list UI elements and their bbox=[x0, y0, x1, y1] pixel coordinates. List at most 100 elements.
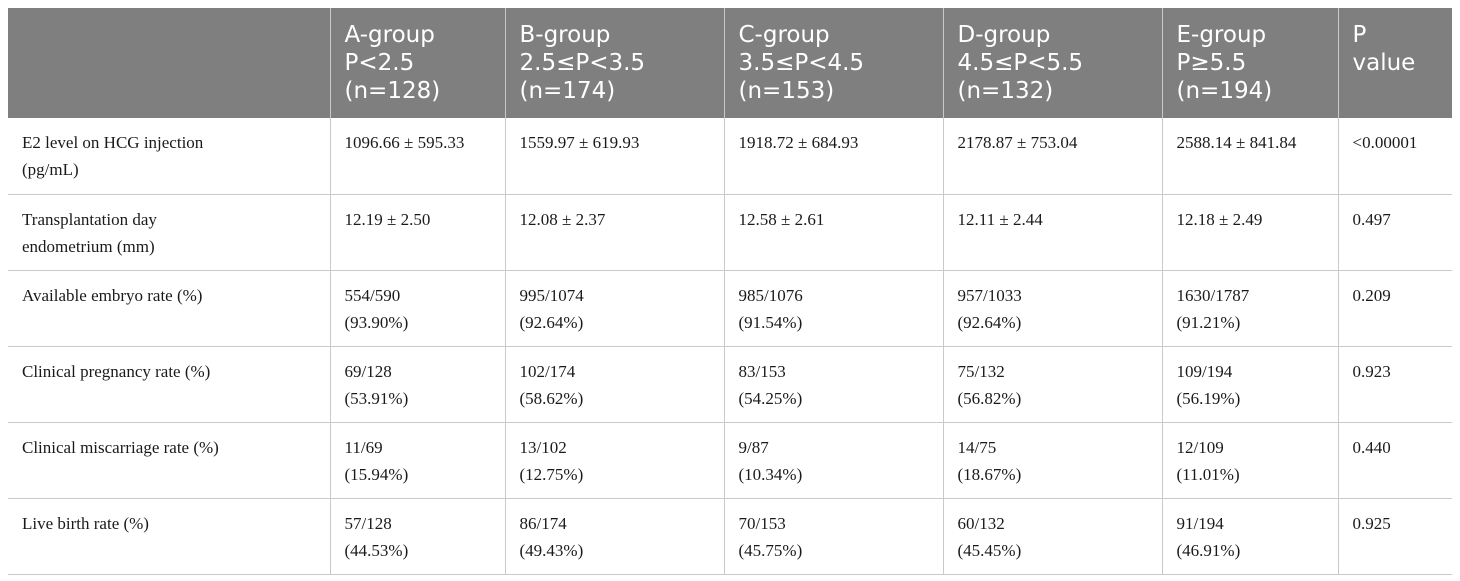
table-cell: 1559.97 ± 619.93 bbox=[504, 118, 724, 195]
table-cell: 2178.87 ± 753.04 bbox=[942, 118, 1162, 195]
cell-line: 12.08 ± 2.37 bbox=[519, 209, 606, 229]
table-row: Live birth rate (%) 57/128 (44.53%) 86/1… bbox=[8, 498, 1452, 575]
row-label-line: Transplantation day bbox=[22, 209, 157, 229]
cell-line: (58.62%) bbox=[519, 388, 584, 408]
p-value-cell: 0.923 bbox=[1337, 346, 1452, 423]
cell-line: 12.19 ± 2.50 bbox=[344, 209, 431, 229]
row-label-line: E2 level on HCG injection bbox=[22, 133, 204, 152]
cell-line: 995/1074 bbox=[519, 285, 584, 305]
p-value-cell: 0.925 bbox=[1337, 498, 1452, 575]
header-line: P≥5.5 bbox=[1176, 50, 1247, 76]
header-line: (n=174) bbox=[519, 78, 616, 104]
table-cell: 83/153 (54.25%) bbox=[723, 346, 943, 423]
header-line: B-group bbox=[519, 22, 611, 48]
cell-line: (54.25%) bbox=[738, 388, 803, 408]
cell-line: 1918.72 ± 684.93 bbox=[738, 133, 859, 152]
table-cell: 109/194 (56.19%) bbox=[1161, 346, 1338, 423]
cell-line: (56.82%) bbox=[957, 388, 1022, 408]
table-cell: 60/132 (45.45%) bbox=[942, 498, 1162, 575]
table-row: Available embryo rate (%) 554/590 (93.90… bbox=[8, 270, 1452, 347]
table-cell: 1630/1787 (91.21%) bbox=[1161, 270, 1338, 347]
cell-line: (45.75%) bbox=[738, 540, 803, 560]
row-label: Transplantation day endometrium (mm) bbox=[8, 194, 330, 271]
cell-line: 69/128 bbox=[344, 361, 392, 381]
cell-line: 1559.97 ± 619.93 bbox=[519, 133, 640, 152]
cell-line: 11/69 bbox=[344, 437, 383, 457]
table-cell: 12.19 ± 2.50 bbox=[329, 194, 505, 271]
row-label-line: endometrium (mm) bbox=[22, 236, 155, 256]
row-label: Available embryo rate (%) bbox=[8, 270, 330, 347]
table-row: E2 level on HCG injection (pg/mL) 1096.6… bbox=[8, 118, 1452, 195]
table-row: Clinical miscarriage rate (%) 11/69 (15.… bbox=[8, 422, 1452, 499]
header-row: A-group P<2.5 (n=128) B-group 2.5≤P<3.5 … bbox=[8, 8, 1452, 118]
cell-line: 102/174 bbox=[519, 361, 576, 381]
cell-line: 12.11 ± 2.44 bbox=[957, 209, 1043, 229]
cell-line: 957/1033 bbox=[957, 285, 1022, 305]
header-line: P bbox=[1352, 22, 1367, 48]
table-cell: 995/1074 (92.64%) bbox=[504, 270, 724, 347]
cell-line: 91/194 bbox=[1176, 513, 1224, 533]
p-value-cell: 0.497 bbox=[1337, 194, 1452, 271]
table-cell: 86/174 (49.43%) bbox=[504, 498, 724, 575]
cell-line: (15.94%) bbox=[344, 464, 409, 484]
cell-line: (18.67%) bbox=[957, 464, 1022, 484]
cell-line: (45.45%) bbox=[957, 540, 1022, 560]
cell-line: 0.440 bbox=[1352, 437, 1391, 457]
header-line: E-group bbox=[1176, 22, 1267, 48]
cell-line: (11.01%) bbox=[1176, 464, 1240, 484]
cell-line: 985/1076 bbox=[738, 285, 803, 305]
table-cell: 985/1076 (91.54%) bbox=[723, 270, 943, 347]
cell-line: (12.75%) bbox=[519, 464, 584, 484]
header-line: 2.5≤P<3.5 bbox=[519, 50, 646, 76]
cell-line: 70/153 bbox=[738, 513, 786, 533]
cell-line: (92.64%) bbox=[519, 312, 584, 332]
header-line: P<2.5 bbox=[344, 50, 415, 76]
header-cell-e-group: E-group P≥5.5 (n=194) bbox=[1161, 8, 1338, 118]
cell-line: 83/153 bbox=[738, 361, 786, 381]
table-cell: 1918.72 ± 684.93 bbox=[723, 118, 943, 195]
header-cell-a-group: A-group P<2.5 (n=128) bbox=[329, 8, 505, 118]
header-line: value bbox=[1352, 50, 1416, 76]
header-cell-empty bbox=[8, 8, 330, 118]
header-line: (n=194) bbox=[1176, 78, 1273, 104]
header-line: A-group bbox=[344, 22, 435, 48]
cell-line: (92.64%) bbox=[957, 312, 1022, 332]
cell-line: (10.34%) bbox=[738, 464, 803, 484]
header-line: D-group bbox=[957, 22, 1051, 48]
row-label: E2 level on HCG injection (pg/mL) bbox=[8, 118, 330, 195]
table-cell: 12.18 ± 2.49 bbox=[1161, 194, 1338, 271]
row-label-line: Clinical pregnancy rate (%) bbox=[22, 361, 211, 381]
cell-line: 60/132 bbox=[957, 513, 1005, 533]
table-cell: 69/128 (53.91%) bbox=[329, 346, 505, 423]
header-line: 4.5≤P<5.5 bbox=[957, 50, 1084, 76]
table-cell: 554/590 (93.90%) bbox=[329, 270, 505, 347]
table-cell: 75/132 (56.82%) bbox=[942, 346, 1162, 423]
row-label: Clinical pregnancy rate (%) bbox=[8, 346, 330, 423]
cell-line: (53.91%) bbox=[344, 388, 409, 408]
row-label: Live birth rate (%) bbox=[8, 498, 330, 575]
cell-line: (56.19%) bbox=[1176, 388, 1241, 408]
cell-line: 75/132 bbox=[957, 361, 1005, 381]
cell-line: 0.497 bbox=[1352, 209, 1391, 229]
row-label-line: Live birth rate (%) bbox=[22, 513, 149, 533]
table-cell: 12.08 ± 2.37 bbox=[504, 194, 724, 271]
header-line: (n=128) bbox=[344, 78, 441, 104]
table-cell: 9/87 (10.34%) bbox=[723, 422, 943, 499]
header-line: 3.5≤P<4.5 bbox=[738, 50, 865, 76]
cell-line: 554/590 bbox=[344, 285, 401, 305]
table-cell: 11/69 (15.94%) bbox=[329, 422, 505, 499]
table-cell: 957/1033 (92.64%) bbox=[942, 270, 1162, 347]
table-cell: 102/174 (58.62%) bbox=[504, 346, 724, 423]
cell-line: 0.925 bbox=[1352, 513, 1391, 533]
table-cell: 91/194 (46.91%) bbox=[1161, 498, 1338, 575]
cell-line: (93.90%) bbox=[344, 312, 409, 332]
cell-line: 12/109 bbox=[1176, 437, 1224, 457]
table-cell: 12.58 ± 2.61 bbox=[723, 194, 943, 271]
cell-line: 14/75 bbox=[957, 437, 997, 457]
header-cell-c-group: C-group 3.5≤P<4.5 (n=153) bbox=[723, 8, 943, 118]
cell-line: (46.91%) bbox=[1176, 540, 1241, 560]
cell-line: (44.53%) bbox=[344, 540, 409, 560]
p-value-cell: 0.440 bbox=[1337, 422, 1452, 499]
table-cell: 1096.66 ± 595.33 bbox=[329, 118, 505, 195]
cell-line: <0.00001 bbox=[1352, 133, 1418, 152]
